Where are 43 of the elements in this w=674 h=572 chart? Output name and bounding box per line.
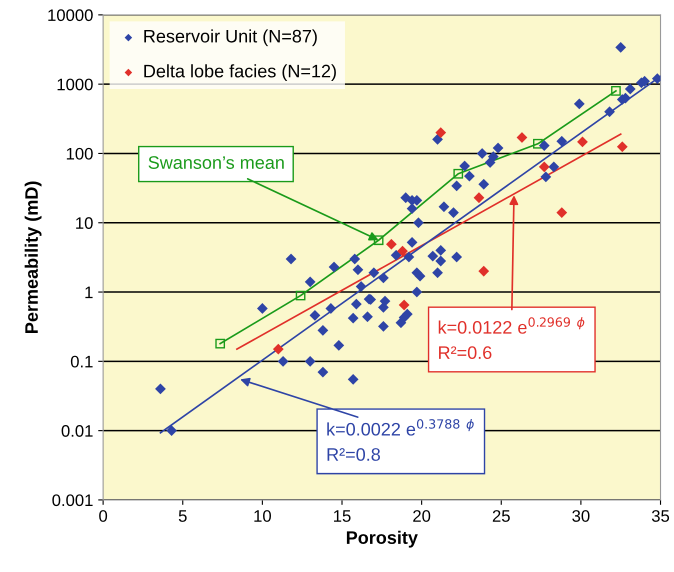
point <box>533 138 543 149</box>
annotation: R²=0.6 <box>439 346 492 360</box>
annotation: k=0.0122 e$^{0.2969 ϕ}$ <box>438 317 584 334</box>
point <box>398 300 410 310</box>
y-tick-label: 0.001 <box>52 494 93 506</box>
y-tick-label: 10 <box>76 217 93 229</box>
point <box>616 141 628 152</box>
point <box>272 344 284 355</box>
point <box>374 235 384 246</box>
y-tick-label: 1 <box>85 286 93 298</box>
x-tick-label: 0 <box>99 510 108 522</box>
legend-label: Reservoir Unit (N=87) <box>144 29 317 46</box>
x-tick-label: 35 <box>652 510 670 522</box>
point <box>386 238 397 250</box>
y-tick-label: 100 <box>66 148 93 160</box>
x-tick-label: 15 <box>334 510 351 522</box>
x-tick-label: 30 <box>572 510 590 522</box>
y-tick-label: 0.1 <box>70 356 93 368</box>
point <box>577 136 588 148</box>
annotation: k=0.0022 e$^{0.3788 ϕ}$ <box>327 418 474 436</box>
point <box>435 127 446 138</box>
point <box>215 338 226 349</box>
x-tick-label: 5 <box>178 510 187 522</box>
y-axis-title: Permeability (mD) <box>24 182 42 333</box>
y-tick-label: 10000 <box>48 9 93 22</box>
point <box>296 290 306 300</box>
annotation: Swanson’s mean <box>148 156 284 169</box>
annotation: R²=0.8 <box>328 448 380 461</box>
x-tick-label: 25 <box>492 510 510 522</box>
y-tick-label: 0.01 <box>62 425 93 437</box>
x-tick-label: 20 <box>413 510 430 522</box>
x-tick-label: 10 <box>254 510 271 522</box>
point <box>453 168 464 179</box>
point <box>516 132 528 143</box>
point <box>397 246 408 256</box>
point <box>538 162 550 172</box>
y-tick-label: 1000 <box>58 78 93 90</box>
legend-label: Delta lobe facies (N=12) <box>144 64 336 82</box>
x-axis-title: Porosity <box>346 530 418 548</box>
point <box>556 207 568 218</box>
point <box>474 192 484 204</box>
point <box>611 86 621 96</box>
point <box>478 266 490 277</box>
